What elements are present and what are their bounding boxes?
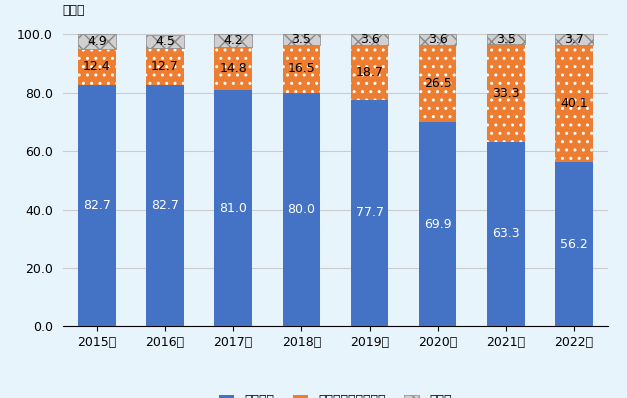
Bar — [487, 142, 525, 326]
Text: 3.5: 3.5 — [292, 33, 311, 46]
Text: 63.3: 63.3 — [492, 228, 520, 240]
Text: 3.7: 3.7 — [564, 33, 584, 47]
Legend: 化石燃料, 再生可能エネルギー, 原子力: 化石燃料, 再生可能エネルギー, 原子力 — [214, 389, 456, 398]
Text: 12.4: 12.4 — [83, 60, 110, 73]
Bar — [146, 35, 184, 48]
Bar — [78, 35, 115, 49]
Text: 81.0: 81.0 — [219, 202, 247, 215]
Bar — [350, 45, 388, 100]
Text: 12.7: 12.7 — [151, 60, 179, 73]
Bar — [146, 48, 184, 85]
Text: 26.5: 26.5 — [424, 77, 451, 90]
Text: 82.7: 82.7 — [83, 199, 111, 212]
Text: 33.3: 33.3 — [492, 86, 520, 100]
Bar — [419, 45, 456, 122]
Text: 69.9: 69.9 — [424, 218, 451, 231]
Text: 40.1: 40.1 — [560, 98, 588, 110]
Bar — [487, 45, 525, 142]
Text: （％）: （％） — [63, 4, 85, 17]
Text: 16.5: 16.5 — [287, 62, 315, 75]
Text: 18.7: 18.7 — [356, 66, 384, 79]
Bar — [419, 35, 456, 45]
Text: 3.6: 3.6 — [360, 33, 379, 46]
Bar — [556, 35, 593, 45]
Bar — [350, 100, 388, 326]
Text: 3.6: 3.6 — [428, 33, 448, 46]
Text: 80.0: 80.0 — [287, 203, 315, 216]
Bar — [487, 34, 525, 45]
Text: 4.2: 4.2 — [223, 34, 243, 47]
Text: 77.7: 77.7 — [356, 207, 384, 219]
Bar — [214, 47, 252, 90]
Text: 3.5: 3.5 — [496, 33, 516, 46]
Bar — [283, 35, 320, 45]
Text: 4.5: 4.5 — [155, 35, 175, 48]
Bar — [78, 49, 115, 85]
Bar — [214, 90, 252, 326]
Bar — [283, 93, 320, 326]
Text: 82.7: 82.7 — [151, 199, 179, 212]
Text: 4.9: 4.9 — [87, 35, 107, 48]
Bar — [283, 45, 320, 93]
Bar — [556, 162, 593, 326]
Bar — [350, 35, 388, 45]
Bar — [419, 122, 456, 326]
Bar — [556, 45, 593, 162]
Bar — [146, 85, 184, 326]
Bar — [214, 35, 252, 47]
Text: 14.8: 14.8 — [219, 62, 247, 75]
Bar — [78, 85, 115, 326]
Text: 56.2: 56.2 — [560, 238, 588, 251]
